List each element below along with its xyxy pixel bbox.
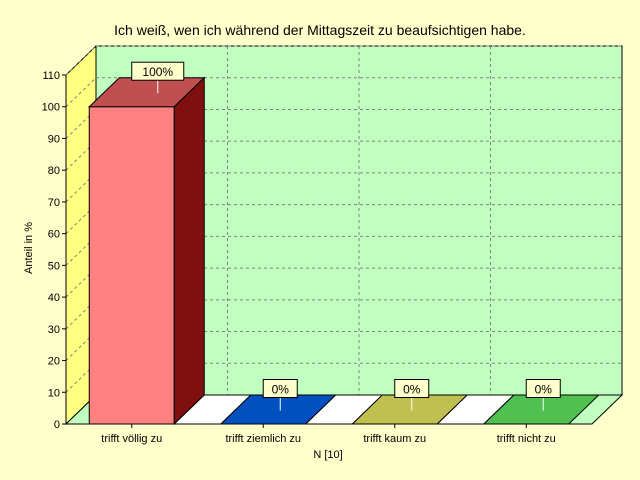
grid-line-diag	[65, 236, 97, 266]
grid-line-diag	[65, 362, 97, 393]
data-label: 100%	[142, 65, 173, 79]
data-label-box	[131, 61, 185, 81]
x-axis-label: N [10]	[313, 449, 342, 461]
floor-gap	[173, 394, 252, 425]
y-tick-label: 40	[48, 292, 60, 304]
floor-gap	[304, 394, 384, 425]
y-tick-label: 100	[42, 102, 60, 114]
bar-side	[173, 76, 205, 426]
bar	[173, 394, 337, 425]
y-tick-label: 60	[48, 229, 60, 241]
data-label-box	[394, 379, 430, 398]
y-tick-label: 50	[48, 260, 60, 272]
grid-line-diag	[65, 77, 97, 108]
data-label: 0%	[403, 383, 421, 397]
y-tick-label: 10	[48, 387, 60, 399]
data-label: 0%	[535, 383, 553, 397]
x-tick-label: trifft kaum zu	[363, 433, 426, 445]
bar	[436, 394, 600, 425]
x-tick-label: trifft ziemlich zu	[225, 433, 301, 445]
y-axis-label: Anteil in %	[23, 222, 35, 274]
y-tick-label: 70	[48, 197, 60, 209]
x-tick-label: trifft nicht zu	[497, 433, 556, 445]
bar	[88, 76, 206, 426]
y-tick-label: 80	[48, 165, 60, 177]
y-tick-label: 110	[42, 70, 60, 82]
y-tick-label: 20	[48, 356, 60, 368]
grid-line-diag	[65, 267, 97, 298]
data-label-box	[262, 379, 298, 398]
chart-title: Ich weiß, wen ich während der Mittagszei…	[114, 22, 526, 38]
floor-gap	[436, 394, 515, 425]
grid-line-diag	[65, 172, 97, 203]
grid-line-diag	[65, 331, 97, 361]
y-tick-label: 0	[54, 419, 60, 431]
grid-line-diag	[65, 204, 97, 234]
y-tick-label: 90	[48, 133, 60, 145]
x-tick-label: trifft völlig zu	[101, 433, 162, 445]
bar-front	[88, 106, 175, 425]
y-tick-label: 30	[48, 324, 60, 336]
grid-line-diag	[65, 299, 97, 330]
grid-line-diag	[65, 109, 97, 139]
bar	[304, 394, 469, 425]
grid-line-diag	[65, 140, 97, 171]
data-label-box	[525, 379, 561, 398]
data-label: 0%	[272, 383, 290, 397]
grid-line-diag	[65, 45, 97, 76]
